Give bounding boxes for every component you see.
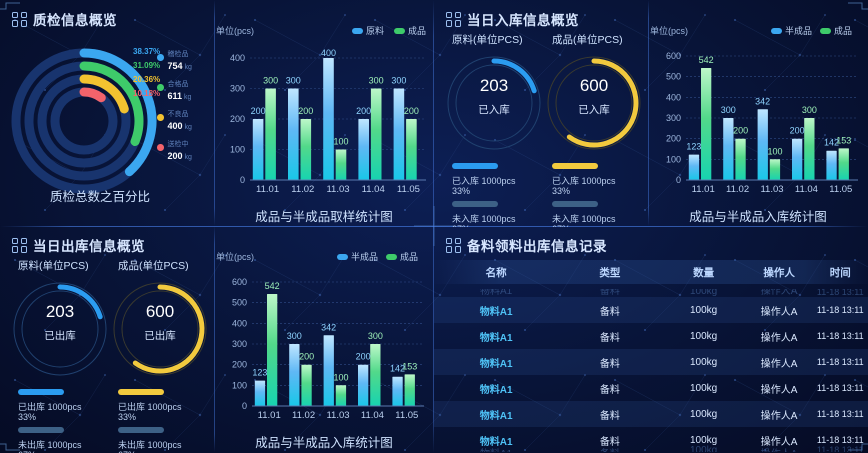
svg-text:200: 200 xyxy=(666,134,681,144)
svg-text:542: 542 xyxy=(699,55,714,65)
svg-text:400: 400 xyxy=(321,48,336,58)
svg-text:200: 200 xyxy=(232,360,247,370)
svg-text:11.05: 11.05 xyxy=(829,184,852,195)
svg-text:300: 300 xyxy=(368,331,383,341)
svg-text:0: 0 xyxy=(240,175,245,185)
svg-text:200: 200 xyxy=(251,106,266,116)
svg-text:11.01: 11.01 xyxy=(258,410,281,421)
svg-text:11.03: 11.03 xyxy=(326,410,349,421)
svg-text:300: 300 xyxy=(286,76,301,86)
svg-text:200: 200 xyxy=(298,106,313,116)
svg-text:200: 200 xyxy=(230,114,245,124)
svg-text:300: 300 xyxy=(230,84,245,94)
svg-text:200: 200 xyxy=(356,352,371,362)
svg-text:0: 0 xyxy=(676,175,681,185)
svg-text:100: 100 xyxy=(230,145,245,155)
svg-text:123: 123 xyxy=(252,368,267,378)
svg-text:200: 200 xyxy=(790,126,805,136)
svg-text:11.04: 11.04 xyxy=(361,410,384,421)
svg-text:300: 300 xyxy=(666,113,681,123)
svg-text:342: 342 xyxy=(755,96,770,106)
svg-text:100: 100 xyxy=(333,137,348,147)
svg-text:300: 300 xyxy=(369,76,384,86)
svg-text:11.02: 11.02 xyxy=(291,184,314,195)
svg-text:200: 200 xyxy=(404,106,419,116)
svg-text:11.02: 11.02 xyxy=(292,410,315,421)
svg-text:300: 300 xyxy=(232,339,247,349)
svg-text:100: 100 xyxy=(666,154,681,164)
svg-text:100: 100 xyxy=(767,146,782,156)
svg-text:200: 200 xyxy=(733,126,748,136)
svg-text:600: 600 xyxy=(666,51,681,61)
svg-text:11.03: 11.03 xyxy=(326,184,349,195)
svg-text:100: 100 xyxy=(232,380,247,390)
svg-text:11.05: 11.05 xyxy=(395,410,418,421)
svg-text:300: 300 xyxy=(263,76,278,86)
svg-text:400: 400 xyxy=(230,53,245,63)
svg-text:400: 400 xyxy=(666,92,681,102)
svg-text:200: 200 xyxy=(356,106,371,116)
svg-text:300: 300 xyxy=(721,105,736,115)
svg-text:500: 500 xyxy=(232,298,247,308)
svg-text:500: 500 xyxy=(666,72,681,82)
svg-text:100: 100 xyxy=(333,372,348,382)
svg-text:123: 123 xyxy=(686,142,701,152)
svg-text:11.04: 11.04 xyxy=(362,184,385,195)
svg-text:342: 342 xyxy=(321,322,336,332)
svg-text:200: 200 xyxy=(299,352,314,362)
svg-text:153: 153 xyxy=(402,361,417,371)
svg-text:11.03: 11.03 xyxy=(760,184,783,195)
svg-text:11.05: 11.05 xyxy=(397,184,420,195)
svg-text:300: 300 xyxy=(391,76,406,86)
svg-text:400: 400 xyxy=(232,318,247,328)
svg-text:11.04: 11.04 xyxy=(795,184,818,195)
svg-text:300: 300 xyxy=(287,331,302,341)
svg-text:11.01: 11.01 xyxy=(692,184,715,195)
svg-text:600: 600 xyxy=(232,277,247,287)
svg-text:11.02: 11.02 xyxy=(726,184,749,195)
svg-text:153: 153 xyxy=(836,135,851,145)
svg-text:11.01: 11.01 xyxy=(256,184,279,195)
svg-text:542: 542 xyxy=(265,281,280,291)
svg-text:300: 300 xyxy=(802,105,817,115)
svg-text:0: 0 xyxy=(242,401,247,411)
